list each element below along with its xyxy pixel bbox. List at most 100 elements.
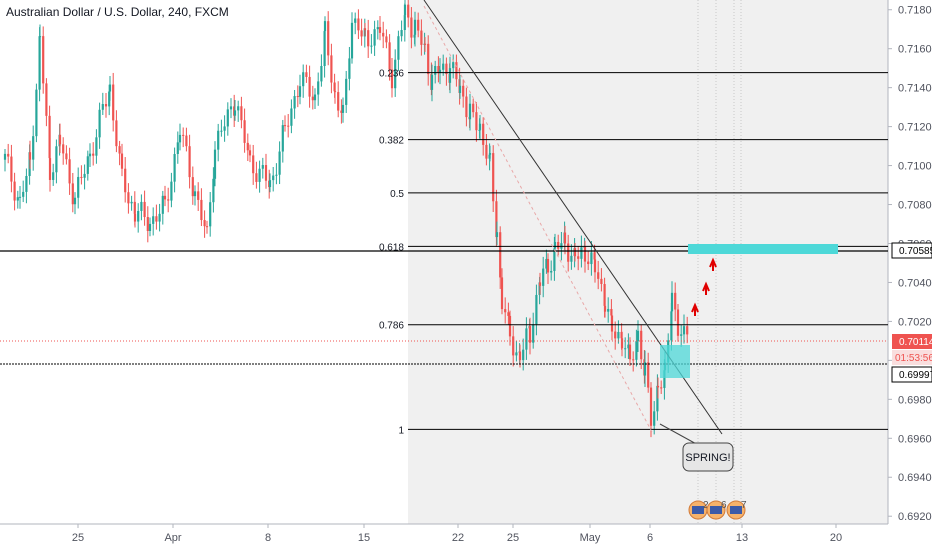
candle-body <box>83 173 86 178</box>
candle-body <box>640 330 643 360</box>
candle-body <box>217 130 220 150</box>
candle-body <box>323 31 326 67</box>
candle-body <box>163 195 167 200</box>
price-tag-current-bg <box>892 334 932 349</box>
candle-body <box>337 92 340 111</box>
event-marker-label: 7 <box>741 500 747 511</box>
fib-label: 1 <box>398 425 404 436</box>
candle-body <box>475 112 478 131</box>
candle-body <box>193 191 197 197</box>
fib-label: 0.5 <box>390 189 404 200</box>
arrow-up-2 <box>702 281 710 295</box>
candle-body <box>197 191 200 200</box>
candle-body <box>348 58 351 79</box>
candle-body <box>570 255 573 262</box>
candle-body <box>360 30 363 37</box>
candle-body <box>158 213 161 222</box>
candle-body <box>16 197 19 201</box>
candle-body <box>378 27 382 33</box>
candle-body <box>330 55 333 83</box>
price-axis-area <box>888 0 932 550</box>
candle-body <box>670 311 673 341</box>
candle-body <box>423 43 427 45</box>
candle-body <box>42 36 45 84</box>
candle-body <box>442 63 445 70</box>
candle-body <box>281 125 284 152</box>
candle-body <box>488 153 492 155</box>
time-tick-label: Apr <box>164 532 181 544</box>
chart-title: Australian Dollar / U.S. Dollar, 240, FX… <box>6 5 229 19</box>
candle-body <box>45 83 48 116</box>
candle-body <box>427 43 430 75</box>
candle-body <box>287 125 290 127</box>
price-tag-resistance: 0.70585 <box>891 242 932 259</box>
candle-body <box>518 351 522 361</box>
candle-body <box>340 110 343 113</box>
candle-body <box>468 103 472 120</box>
candle-body <box>614 331 617 339</box>
candle-body <box>275 174 278 176</box>
candles-layer <box>3 0 689 438</box>
candle-body <box>311 96 314 101</box>
candle-body <box>550 270 553 273</box>
candle-body <box>357 18 360 31</box>
candle-body <box>32 136 35 160</box>
candle-body <box>127 192 130 204</box>
candle-body <box>205 226 209 228</box>
candle-body <box>515 352 518 356</box>
event-marker-flag <box>692 506 704 514</box>
candle-body <box>155 216 158 222</box>
candle-body <box>686 326 689 335</box>
candle-body <box>143 201 146 218</box>
candle-body <box>95 137 98 156</box>
time-tick-label: 6 <box>647 532 653 544</box>
candle-body <box>553 241 557 249</box>
candle-body <box>628 344 632 360</box>
event-marker-flag <box>710 506 722 514</box>
candle-body <box>71 183 74 205</box>
candle-body <box>212 178 215 203</box>
fib-label: 0.382 <box>379 136 404 147</box>
candle-body <box>350 22 354 59</box>
candle-body <box>191 177 194 197</box>
candle-body <box>345 78 348 105</box>
candle-body <box>115 120 118 147</box>
time-tick-label: 8 <box>265 532 271 544</box>
candle-body <box>293 96 296 109</box>
candle-body <box>656 385 660 388</box>
candle-body <box>437 65 440 74</box>
candle-body <box>48 115 51 159</box>
event-marker-label: 6 <box>721 500 727 511</box>
candle-body <box>152 216 155 224</box>
callout-pointer <box>659 423 701 447</box>
candle-body <box>627 344 630 349</box>
candle-body <box>52 172 55 180</box>
callout-text: SPRING! <box>685 452 730 464</box>
candle-body <box>258 168 261 182</box>
candle-body <box>130 201 133 204</box>
price-tick-label: 0.69200 <box>898 511 932 523</box>
candle-body <box>620 338 624 349</box>
candle-body <box>133 213 137 222</box>
projection-arrows <box>691 257 717 316</box>
candle-body <box>465 96 468 118</box>
candle-body <box>367 30 370 47</box>
candle-body <box>298 86 302 97</box>
candle-body <box>376 27 379 30</box>
candle-body <box>22 191 25 197</box>
candle-body <box>283 125 287 127</box>
candle-body <box>120 153 124 169</box>
candle-body <box>7 153 10 157</box>
candle-body <box>140 201 143 211</box>
candle-body <box>73 197 77 205</box>
candle-body <box>656 385 659 412</box>
candle-body <box>302 72 305 87</box>
candle-body <box>590 252 593 265</box>
candle-body <box>118 146 121 154</box>
candle-body <box>603 283 606 306</box>
